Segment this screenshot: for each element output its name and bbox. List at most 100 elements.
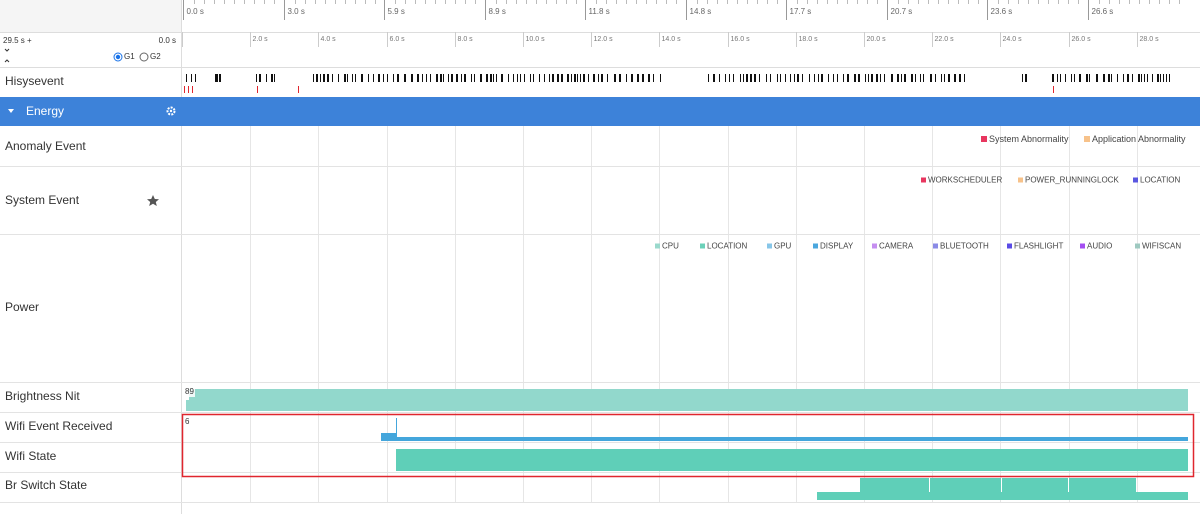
event-tick [352,74,353,82]
event-tick [884,74,885,82]
event-tick [777,74,778,82]
event-tick [1169,74,1170,82]
event-tick [1065,74,1066,82]
hisysevent-track [184,74,1170,93]
star-icon[interactable] [147,195,159,206]
event-tick [571,74,572,82]
event-tick [1111,74,1112,82]
legend-swatch [700,243,705,249]
fine-label: 8.0 s [458,36,474,43]
event-tick [759,74,760,82]
event-tick [1089,74,1090,82]
collapse-arrow[interactable] [8,109,14,113]
settings-icon[interactable] [166,106,176,116]
row-label: Wifi Event Received [5,419,112,433]
collapse-icon[interactable] [4,59,10,63]
event-tick [733,74,734,82]
legend-swatch [921,177,926,183]
ruler-label: 11.8 s [589,7,610,16]
event-tick [920,74,921,82]
event-tick [847,74,849,82]
event-tick [833,74,834,82]
event-tick [1079,74,1081,82]
event-tick [580,74,581,82]
legend-label: POWER_RUNNINGLOCK [1025,176,1119,185]
event-tick [480,74,482,82]
fine-label: 22.0 s [935,36,955,43]
energy-header[interactable] [0,97,1200,126]
legend-label: CPU [662,242,679,251]
event-tick [513,74,514,82]
legend-swatch [872,243,877,249]
fine-label: 2.0 s [253,36,269,43]
event-tick [837,74,838,82]
event-tick-red [188,86,189,93]
group-label: G1 [124,52,135,61]
event-tick [626,74,627,82]
track-value-label: 89 [185,387,194,396]
event-tick [607,74,608,82]
fine-label: 18.0 s [799,36,819,43]
wifi-state-bar [396,449,1188,471]
event-tick [1022,74,1023,82]
event-tick [660,74,661,82]
event-tick [865,74,866,82]
event-tick [274,74,275,82]
ruler-label: 26.6 s [1092,7,1114,16]
event-tick [1103,74,1105,82]
event-tick [1052,74,1054,82]
event-tick [750,74,752,82]
event-tick [1147,74,1148,82]
legend-label: System Abnormality [989,134,1069,144]
event-tick [754,74,756,82]
event-tick [552,74,554,82]
radio-g2[interactable] [139,52,149,62]
row-label: Brightness Nit [5,389,80,403]
event-tick [393,74,394,82]
row-label: Br Switch State [5,478,87,492]
fine-label: 28.0 s [1140,36,1160,43]
legend-swatch [1135,243,1140,249]
selection-box [181,413,1195,478]
event-tick [1117,74,1118,82]
ruler-corner [0,0,182,32]
row-label: Wifi State [5,449,57,463]
event-tick [373,74,374,82]
event-tick [461,74,462,82]
fine-label: 12.0 s [594,36,614,43]
event-tick [271,74,273,82]
event-tick [378,74,380,82]
event-tick [959,74,961,82]
ruler-label: 23.6 s [991,7,1013,16]
row-label: System Event [5,193,80,207]
fine-label: 10.0 s [526,36,546,43]
event-tick [549,74,550,82]
event-tick [474,74,475,82]
event-tick [266,74,267,82]
event-tick-red [184,86,185,93]
event-tick [780,74,781,82]
event-tick [577,74,578,82]
brightness-bar [189,389,1188,411]
event-tick [496,74,497,82]
event-tick [1086,74,1088,82]
event-tick [1152,74,1153,82]
row-lines [0,97,1200,503]
fine-label: 26.0 s [1072,36,1092,43]
event-tick [948,74,950,82]
expand-icon[interactable] [4,48,10,52]
legend-swatch [767,243,772,249]
ruler-label: 3.0 s [288,7,305,16]
event-tick [355,74,356,82]
legend-swatch [981,136,987,142]
event-tick [904,74,906,82]
event-tick [539,74,540,82]
event-tick [443,74,444,82]
event-tick [854,74,856,82]
event-tick [614,74,616,82]
event-tick [347,74,348,82]
event-tick [313,74,314,82]
legend-label: CAMERA [879,242,914,251]
legend-swatch [1133,177,1138,183]
event-tick [430,74,431,82]
